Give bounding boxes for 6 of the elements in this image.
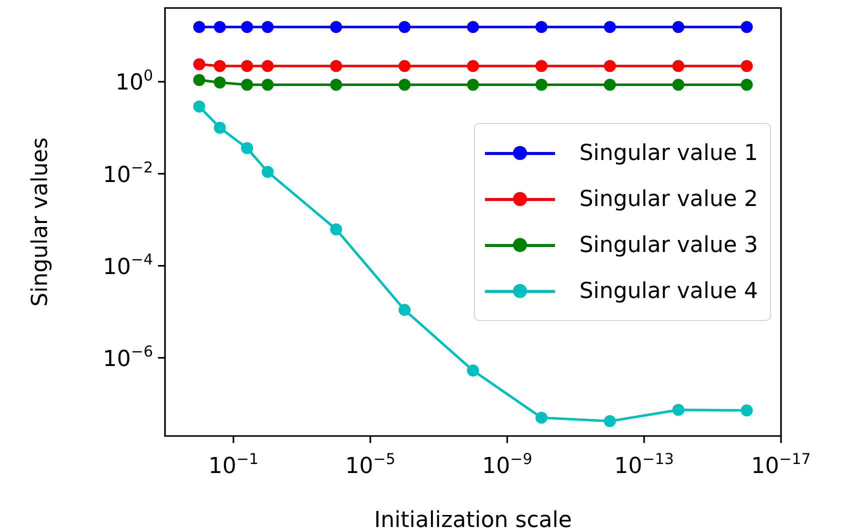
legend-label: Singular value 3 (579, 232, 758, 258)
y-axis-title: Singular values (28, 137, 53, 307)
legend-label: Singular value 1 (579, 140, 758, 166)
legend-label: Singular value 2 (579, 186, 758, 212)
x-axis-title: Initialization scale (374, 508, 572, 532)
legend-label: Singular value 4 (579, 278, 758, 304)
